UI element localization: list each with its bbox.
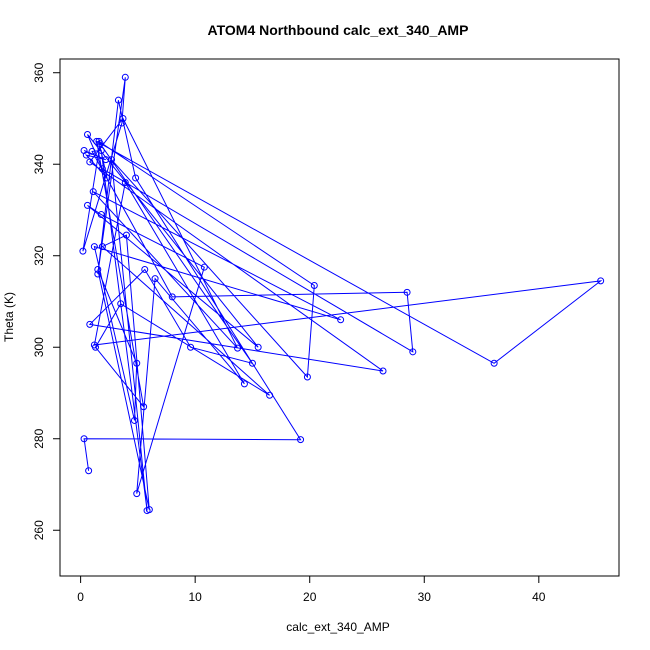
data-point bbox=[98, 165, 106, 173]
data-point bbox=[96, 140, 104, 148]
data-point bbox=[122, 231, 130, 239]
y-tick-label: 280 bbox=[32, 428, 46, 448]
data-point bbox=[90, 243, 98, 251]
data-point bbox=[248, 359, 256, 367]
data-point bbox=[103, 174, 111, 182]
y-axis-label: Theta (K) bbox=[2, 292, 16, 342]
data-point bbox=[79, 247, 87, 255]
data-point bbox=[89, 188, 97, 196]
data-point bbox=[86, 158, 94, 166]
data-point bbox=[97, 211, 105, 219]
data-point bbox=[94, 265, 102, 273]
data-point bbox=[297, 436, 305, 444]
data-point bbox=[83, 201, 91, 209]
x-tick-label: 30 bbox=[418, 590, 432, 604]
data-point bbox=[85, 467, 93, 475]
data-point bbox=[266, 391, 274, 399]
y-tick-label: 300 bbox=[32, 337, 46, 357]
data-point bbox=[151, 275, 159, 283]
data-point bbox=[80, 435, 88, 443]
x-tick-label: 10 bbox=[188, 590, 202, 604]
data-point bbox=[234, 344, 242, 352]
data-point bbox=[240, 380, 248, 388]
data-point bbox=[254, 343, 262, 351]
data-point bbox=[133, 359, 141, 367]
data-point bbox=[200, 263, 208, 271]
data-point bbox=[403, 288, 411, 296]
data-point bbox=[121, 73, 129, 81]
data-point bbox=[379, 367, 387, 375]
y-tick-label: 320 bbox=[32, 245, 46, 265]
x-axis: 0 10 20 30 40 bbox=[77, 575, 546, 604]
data-point bbox=[133, 490, 141, 498]
data-point bbox=[114, 96, 122, 104]
data-point bbox=[118, 119, 126, 127]
x-axis-label: calc_ext_340_AMP bbox=[286, 620, 389, 634]
x-tick-label: 20 bbox=[303, 590, 317, 604]
data-point bbox=[97, 147, 105, 155]
data-point bbox=[86, 320, 94, 328]
data-point bbox=[145, 506, 153, 514]
y-tick-label: 360 bbox=[32, 62, 46, 82]
data-point bbox=[132, 174, 140, 182]
data-point bbox=[303, 373, 311, 381]
data-point bbox=[168, 293, 176, 301]
data-point bbox=[141, 265, 149, 273]
data-point bbox=[140, 403, 148, 411]
series-line bbox=[82, 77, 603, 511]
x-tick-label: 40 bbox=[532, 590, 546, 604]
data-point bbox=[88, 147, 96, 155]
data-point bbox=[121, 179, 129, 187]
y-tick-label: 340 bbox=[32, 154, 46, 174]
data-point bbox=[108, 156, 116, 164]
data-point bbox=[310, 281, 318, 289]
chart-title: ATOM4 Northbound calc_ext_340_AMP bbox=[208, 22, 469, 38]
y-axis: 260 280 300 320 340 360 bbox=[32, 62, 61, 540]
data-point bbox=[409, 348, 417, 356]
data-point bbox=[119, 114, 127, 122]
data-point bbox=[117, 300, 125, 308]
data-point bbox=[83, 130, 91, 138]
data-point bbox=[82, 151, 90, 159]
data-point bbox=[98, 243, 106, 251]
data-point bbox=[337, 316, 345, 324]
data-point bbox=[597, 277, 605, 285]
data-point bbox=[93, 137, 101, 145]
data-point bbox=[92, 343, 100, 351]
data-point bbox=[490, 359, 498, 367]
data-point bbox=[94, 270, 102, 278]
data-point bbox=[130, 416, 138, 424]
data-point bbox=[187, 343, 195, 351]
series-layer bbox=[79, 73, 605, 515]
y-tick-label: 260 bbox=[32, 520, 46, 540]
x-tick-label: 0 bbox=[77, 590, 84, 604]
